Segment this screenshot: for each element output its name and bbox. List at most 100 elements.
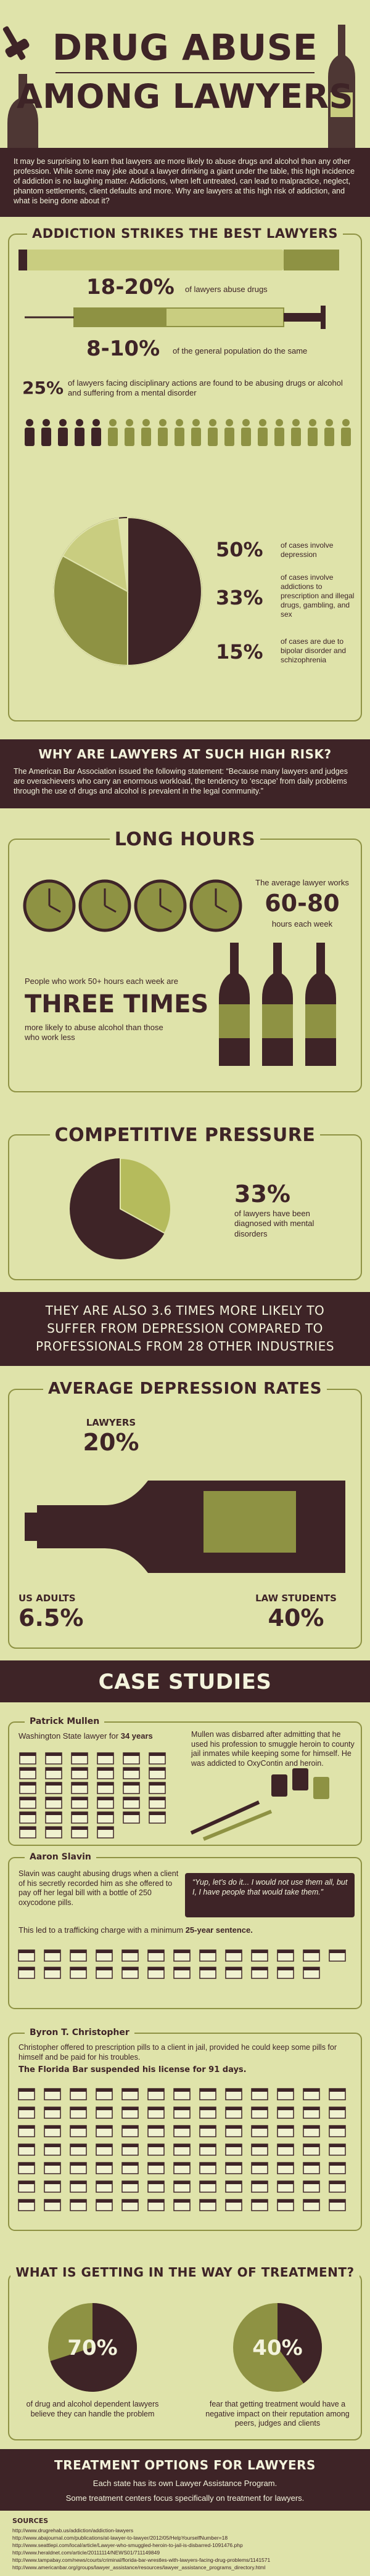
- calendar-top: [18, 1967, 35, 1970]
- calendar-top: [226, 1950, 242, 1953]
- calendar-top: [149, 1812, 165, 1815]
- pie-slice: [62, 517, 129, 593]
- calendar-top: [174, 2200, 190, 2203]
- calendar-top: [96, 2200, 112, 2203]
- calendar-top: [122, 1967, 138, 1970]
- calendar-top: [122, 2089, 138, 2092]
- calendar-top: [329, 2107, 345, 2110]
- calendar-top: [97, 1812, 113, 1815]
- calendar-top: [70, 2089, 86, 2092]
- outcome-bold: 25-year sentence.: [185, 1925, 253, 1935]
- calendar-top: [303, 2163, 319, 2166]
- depression-band: THEY ARE ALSO 3.6 TIMES MORE LIKELY TO S…: [0, 1292, 370, 1366]
- calendar-top: [46, 1753, 62, 1756]
- bottle-label: [305, 1004, 336, 1038]
- pressure-label: 33%: [234, 1180, 290, 1208]
- pie-label: 15%: [216, 640, 263, 664]
- why-band: WHY ARE LAWYERS AT SUCH HIGH RISK? The A…: [0, 739, 370, 808]
- calendar-top: [44, 1950, 60, 1953]
- title-line: DRUG ABUSE: [52, 26, 318, 68]
- person-icon: [224, 419, 234, 446]
- calendar-top: [20, 1753, 36, 1756]
- calendar-top: [278, 2163, 294, 2166]
- calendar-top: [44, 2126, 60, 2129]
- clock-hand: [160, 904, 172, 913]
- source-item: http://www.drugrehab.us/addiction/addict…: [12, 2527, 134, 2533]
- case-outcome: The Florida Bar suspended his license fo…: [18, 2065, 247, 2074]
- person-icon: [141, 419, 151, 446]
- calendar-top: [174, 2126, 190, 2129]
- calendar-top: [149, 1782, 165, 1786]
- pie-label: 33%: [216, 586, 263, 609]
- pie-text: of cases involve addictions to prescript…: [281, 573, 355, 619]
- calendar-top: [44, 1967, 60, 1970]
- person-icon: [58, 419, 68, 446]
- calendar-top: [46, 1768, 62, 1771]
- calendar-top: [70, 1950, 86, 1953]
- calendar-top: [72, 1812, 88, 1815]
- stat-text: of lawyers facing disciplinary actions a…: [68, 378, 343, 398]
- stat-value: 25%: [22, 378, 64, 398]
- pie-text: of cases involve depression: [281, 541, 334, 559]
- person-icon: [291, 419, 301, 446]
- calendar-top: [226, 2200, 242, 2203]
- treatment-label: 70%: [67, 2336, 118, 2360]
- calendar-top: [72, 1782, 88, 1786]
- calendar-top: [174, 2181, 190, 2184]
- calendar-top: [70, 2181, 86, 2184]
- lead-text: Washington State lawyer for: [18, 1731, 121, 1741]
- calendar-top: [200, 2089, 216, 2092]
- calendar-top: [20, 1812, 36, 1815]
- section-frame: [8, 1134, 362, 1280]
- drug-icons: [190, 1768, 329, 1841]
- calendar-top: [122, 2163, 138, 2166]
- calendar-top: [329, 2089, 345, 2092]
- source-item: http://www.tampabay.com/news/courts/crim…: [12, 2557, 271, 2563]
- calendar-top: [278, 2126, 294, 2129]
- pressure-text: of lawyers have been diagnosed with ment…: [234, 1209, 314, 1238]
- calendar-top: [44, 2144, 60, 2147]
- pie-slice: [120, 1157, 171, 1234]
- calendar-top: [72, 1753, 88, 1756]
- person-icon: [324, 419, 334, 446]
- calendar-top: [226, 2089, 242, 2092]
- case-name: Patrick Mullen: [25, 1717, 105, 1728]
- calendar-top: [70, 2163, 86, 2166]
- bottle-label: [262, 1004, 293, 1038]
- calendar-top: [122, 2144, 138, 2147]
- calendar-top: [226, 1967, 242, 1970]
- calendar-top: [122, 2126, 138, 2129]
- case-outcome: This led to a trafficking charge with a …: [18, 1925, 358, 1935]
- calendar-top: [252, 2107, 268, 2110]
- calendar-top: [97, 1753, 113, 1756]
- heading-text: AVERAGE DEPRESSION RATES: [43, 1379, 327, 1398]
- case-frame: [8, 1857, 362, 2009]
- section-heading: COMPETITIVE PRESSURE: [0, 1124, 370, 1147]
- calendar-top: [226, 2107, 242, 2110]
- calendar-top: [97, 1768, 113, 1771]
- option-line: Some treatment centers focus specificall…: [65, 2493, 305, 2503]
- avg-value: 60-80: [265, 890, 340, 917]
- calendar-top: [278, 2107, 294, 2110]
- case-lead: Washington State lawyer for 34 years: [18, 1731, 185, 1741]
- calendar-top: [46, 1812, 62, 1815]
- calendar-top: [226, 2163, 242, 2166]
- person-icon: [125, 419, 134, 446]
- calendar-top: [72, 1768, 88, 1771]
- calendar-top: [122, 2181, 138, 2184]
- calendar-top: [20, 1782, 36, 1786]
- calendar-top: [174, 1950, 190, 1953]
- quote-box: [185, 1873, 355, 1917]
- calendar-top: [148, 2126, 164, 2129]
- calendar-top: [174, 2144, 190, 2147]
- calendar-top: [252, 1950, 268, 1953]
- calendar-top: [278, 2144, 294, 2147]
- options-band: TREATMENT OPTIONS FOR LAWYERS Each state…: [0, 2449, 370, 2511]
- person-icon: [91, 419, 101, 446]
- calendar-top: [252, 2181, 268, 2184]
- calendar-top: [226, 2144, 242, 2147]
- calendar-top: [122, 2200, 138, 2203]
- calendar-top: [303, 2126, 319, 2129]
- calendar-top: [174, 1967, 190, 1970]
